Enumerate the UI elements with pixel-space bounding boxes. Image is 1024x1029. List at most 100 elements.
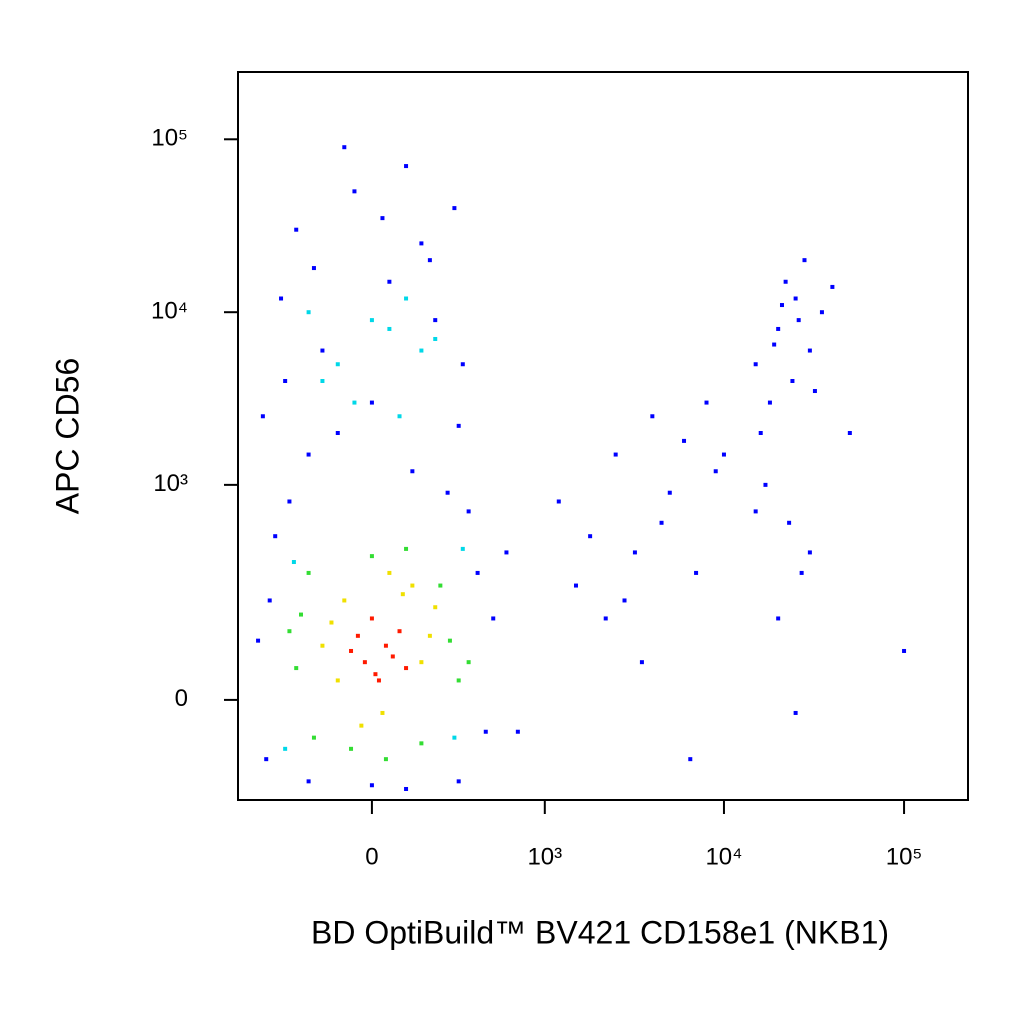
- point: [404, 546, 409, 551]
- point: [427, 633, 432, 638]
- x-tick-label: 10⁵: [886, 843, 923, 870]
- point: [667, 490, 672, 495]
- point: [704, 400, 709, 405]
- point: [294, 227, 299, 232]
- point: [264, 757, 269, 762]
- point: [802, 258, 807, 263]
- point: [466, 660, 471, 665]
- x-tick-label: 10⁴: [705, 843, 742, 870]
- point: [433, 605, 438, 610]
- point: [847, 430, 852, 435]
- point: [311, 266, 316, 271]
- point: [438, 583, 443, 588]
- point: [632, 550, 637, 555]
- point: [335, 678, 340, 683]
- point: [776, 326, 781, 331]
- point: [306, 310, 311, 315]
- point: [650, 414, 655, 419]
- point: [335, 362, 340, 367]
- y-tick-label: 10⁵: [151, 125, 188, 152]
- y-tick-label: 10³: [153, 470, 188, 497]
- point: [306, 570, 311, 575]
- point: [787, 520, 792, 525]
- point: [311, 735, 316, 740]
- point: [329, 620, 334, 625]
- point: [819, 310, 824, 315]
- point: [456, 678, 461, 683]
- point: [767, 400, 772, 405]
- point: [783, 279, 788, 284]
- point: [320, 643, 325, 648]
- point: [419, 348, 424, 353]
- point: [433, 318, 438, 323]
- point: [404, 786, 409, 791]
- point: [659, 520, 664, 525]
- point: [352, 400, 357, 405]
- point: [456, 423, 461, 428]
- point: [376, 678, 381, 683]
- point: [694, 570, 699, 575]
- point: [273, 534, 278, 539]
- point: [369, 554, 374, 559]
- point: [456, 779, 461, 784]
- point: [369, 783, 374, 788]
- point: [790, 378, 795, 383]
- point: [483, 729, 488, 734]
- point: [256, 638, 261, 643]
- point: [753, 362, 758, 367]
- point: [603, 616, 608, 621]
- point: [387, 570, 392, 575]
- point: [267, 598, 272, 603]
- point: [287, 499, 292, 504]
- point: [397, 414, 402, 419]
- point: [404, 164, 409, 169]
- point: [588, 534, 593, 539]
- x-axis-label: BD OptiBuild™ BV421 CD158e1 (NKB1): [311, 914, 889, 950]
- point: [342, 145, 347, 150]
- point: [713, 469, 718, 474]
- point: [362, 660, 367, 665]
- point: [419, 741, 424, 746]
- point: [352, 189, 357, 194]
- point: [799, 570, 804, 575]
- point: [291, 560, 296, 565]
- x-tick-label: 10³: [527, 843, 562, 870]
- y-axis-label: APC CD56: [49, 358, 85, 515]
- point: [320, 378, 325, 383]
- point: [902, 648, 907, 653]
- point: [342, 598, 347, 603]
- point: [359, 723, 364, 728]
- point: [807, 550, 812, 555]
- point: [306, 452, 311, 457]
- point: [387, 279, 392, 284]
- point: [515, 729, 520, 734]
- point: [380, 710, 385, 715]
- point: [349, 746, 354, 751]
- point: [427, 258, 432, 263]
- point: [445, 490, 450, 495]
- point: [299, 612, 304, 617]
- point: [758, 430, 763, 435]
- point: [772, 342, 777, 347]
- point: [404, 666, 409, 671]
- point: [373, 672, 378, 677]
- point: [369, 400, 374, 405]
- point: [573, 583, 578, 588]
- point: [335, 430, 340, 435]
- y-tick-label: 10⁴: [151, 298, 188, 325]
- point: [452, 735, 457, 740]
- point: [763, 482, 768, 487]
- point: [504, 550, 509, 555]
- point: [475, 570, 480, 575]
- point: [433, 336, 438, 341]
- point: [306, 779, 311, 784]
- point: [460, 362, 465, 367]
- point: [287, 629, 292, 634]
- point: [369, 318, 374, 323]
- point: [410, 583, 415, 588]
- point: [397, 629, 402, 634]
- point: [349, 648, 354, 653]
- point: [380, 216, 385, 221]
- point: [830, 284, 835, 289]
